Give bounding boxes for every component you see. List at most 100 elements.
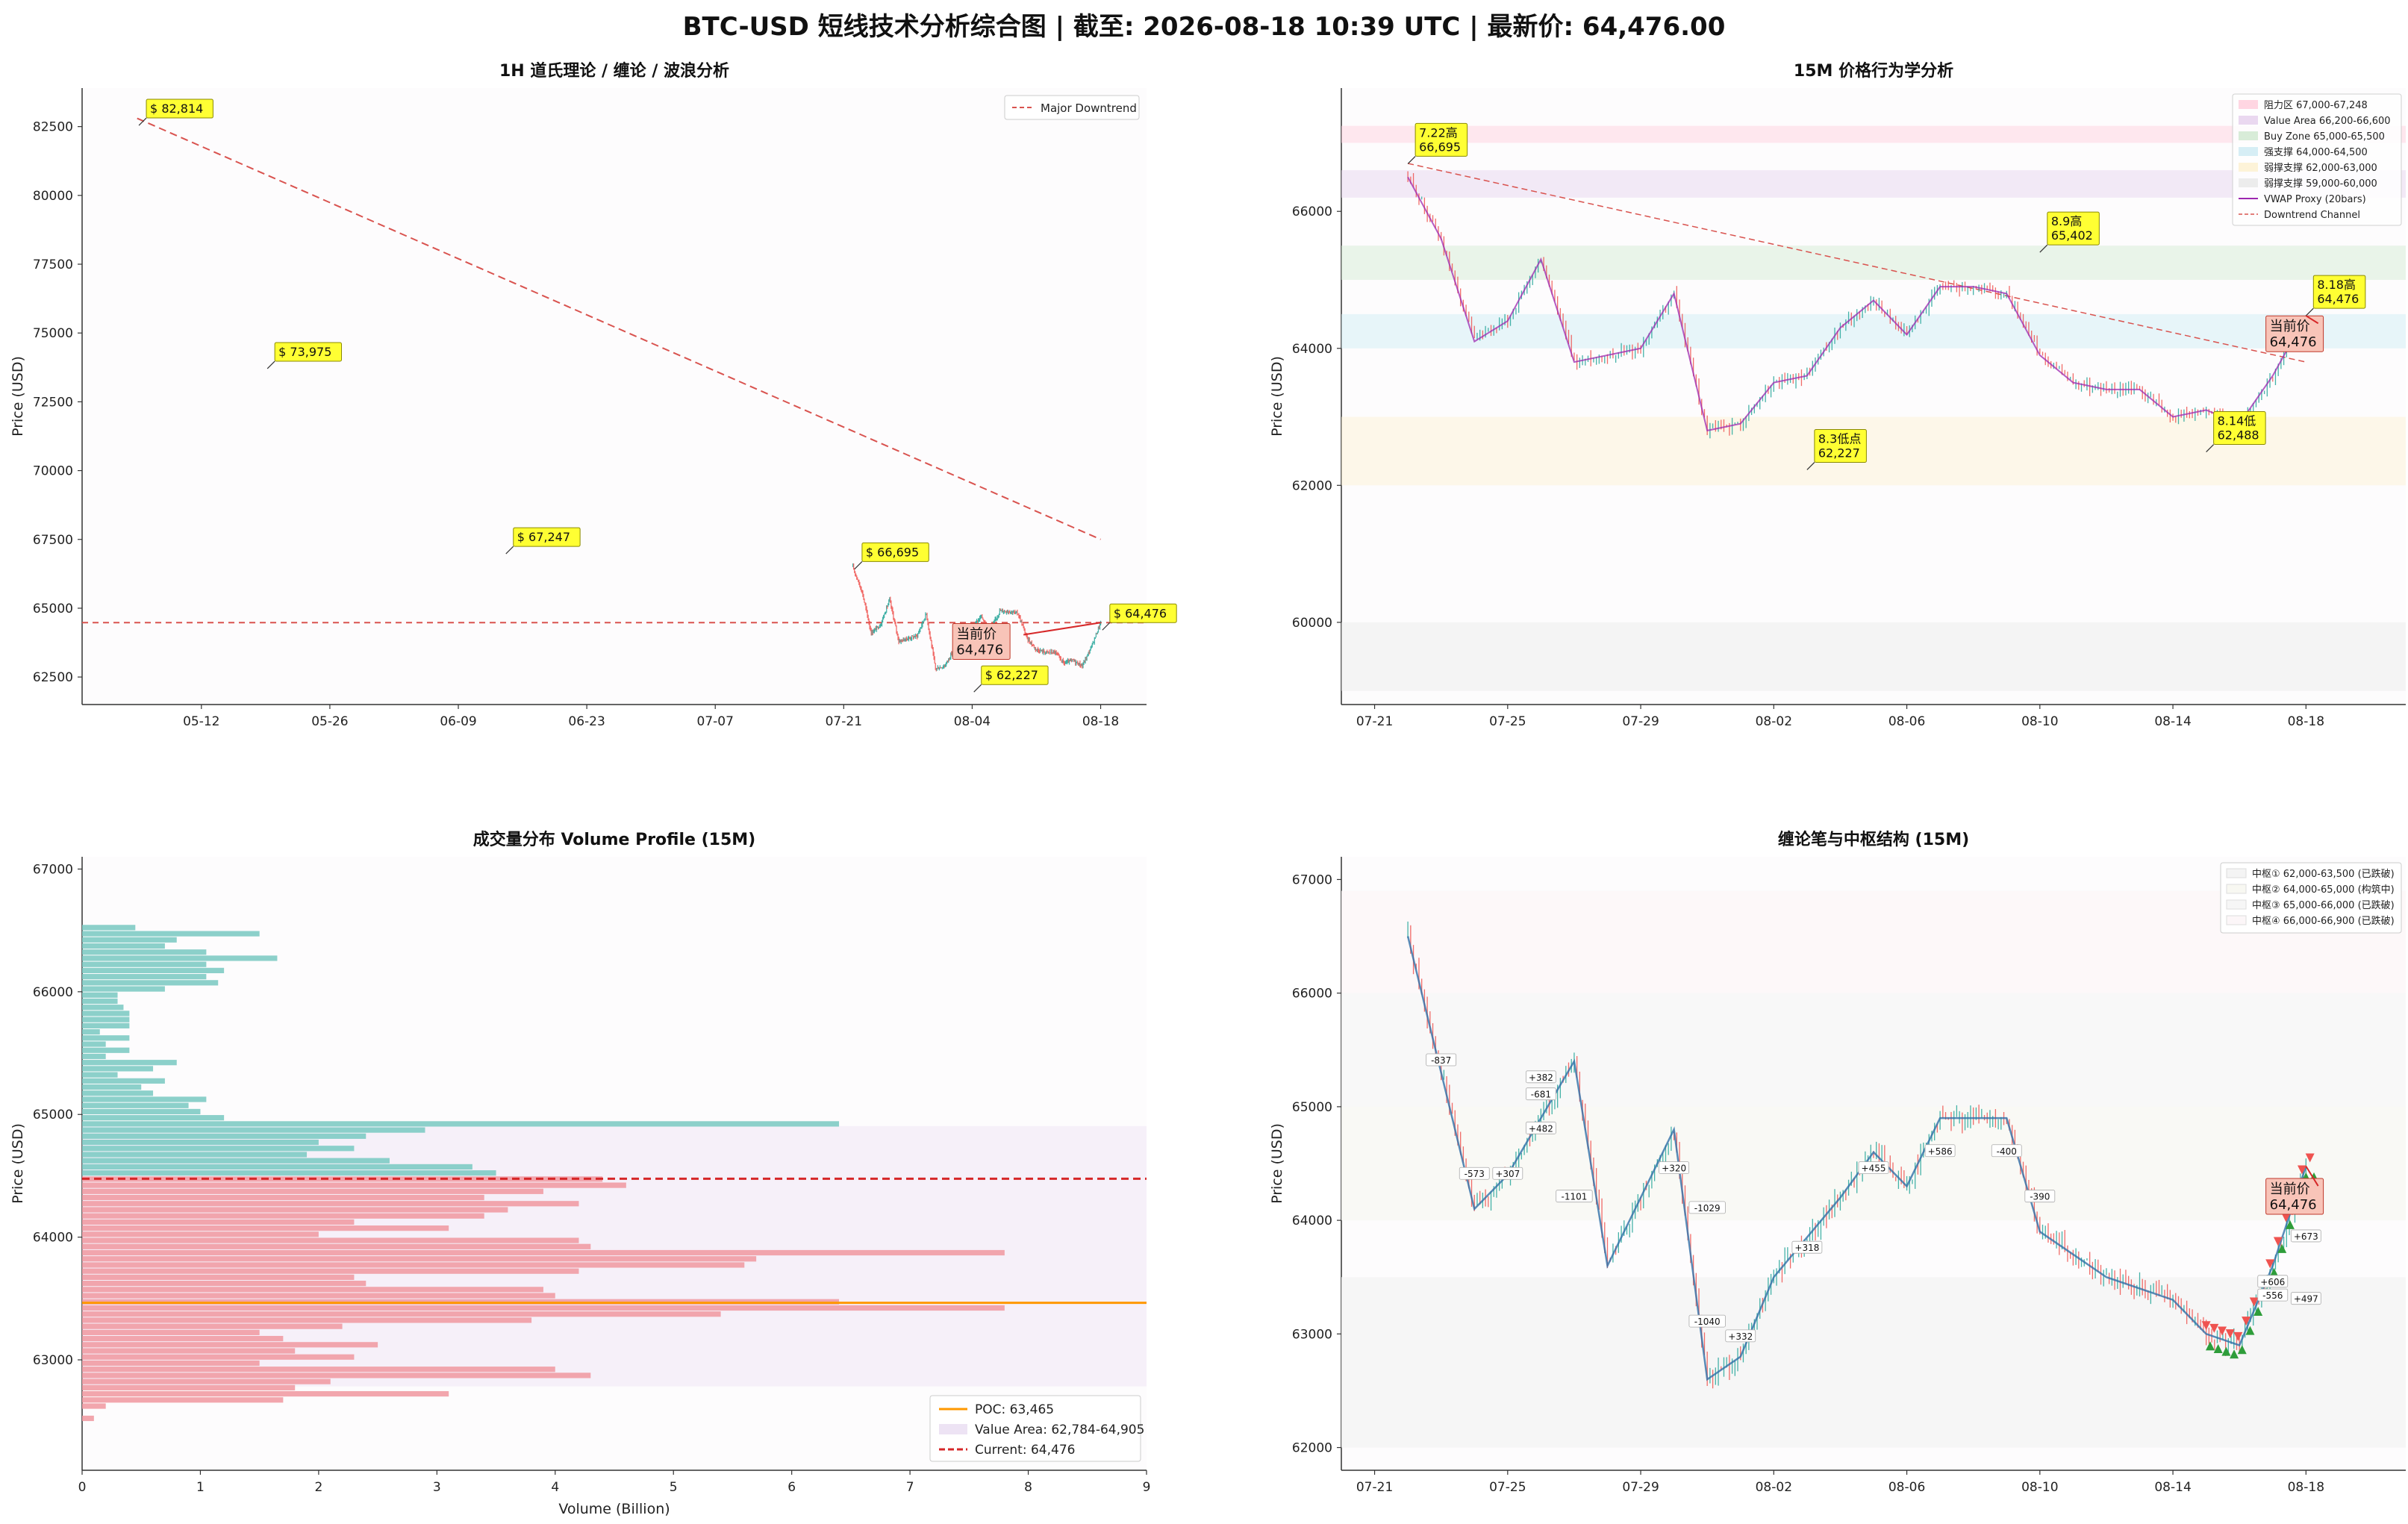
volume-bar	[82, 1035, 130, 1041]
volume-bar	[82, 1207, 508, 1213]
x-tick-label: 4	[551, 1480, 559, 1495]
x-tick-label: 08-04	[954, 714, 991, 729]
bi-label: +497	[2294, 1294, 2318, 1305]
legend-label: Downtrend Channel	[2264, 210, 2360, 221]
volume-bar	[82, 1078, 165, 1084]
legend-frame	[929, 1395, 1141, 1462]
bi-label: +455	[1862, 1164, 1886, 1174]
price-annotation: $ 82,814	[146, 99, 213, 119]
volume-bar	[82, 1022, 130, 1028]
buy-marker	[2269, 1267, 2279, 1277]
legend-label: 中枢③ 65,000-66,000 (已跌破)	[2252, 899, 2395, 911]
volume-bar	[82, 1354, 355, 1360]
swing-annotation-text: 65,402	[2051, 228, 2093, 243]
price-annotation-box	[861, 542, 929, 562]
y-tick-label: 62000	[1292, 478, 1332, 493]
volume-bar	[82, 1028, 100, 1035]
bi-label-box	[1858, 1161, 1889, 1175]
buy-marker	[2277, 1243, 2287, 1253]
legend-label: 中枢④ 66,000-66,900 (已跌破)	[2252, 915, 2395, 927]
bi-label: +320	[1662, 1164, 1686, 1174]
legend: 中枢① 62,000-63,500 (已跌破) 中枢② 64,000-65,000…	[2220, 862, 2402, 934]
volume-bar	[82, 1047, 130, 1053]
sell-marker	[2249, 1297, 2259, 1307]
subplot-title: 15M 价格行为学分析	[1794, 61, 1953, 81]
current-price-arrow	[2305, 1166, 2319, 1187]
x-tick-label: 07-25	[1489, 714, 1526, 729]
volume-bar	[82, 955, 278, 961]
annotation-arrow	[138, 117, 147, 126]
support-resistance-zone	[1341, 170, 2406, 198]
volume-bar	[82, 1146, 355, 1152]
swing-annotation-text: 7.22高	[1419, 125, 1458, 140]
major-downtrend-line	[137, 117, 1101, 540]
y-tick-label: 63000	[1292, 1327, 1332, 1342]
subplot-title: 缠论笔与中枢结构 (15M)	[1778, 830, 1969, 849]
bi-label: -556	[2262, 1290, 2283, 1301]
bi-label-box	[2290, 1229, 2321, 1243]
x-tick-label: 08-14	[2154, 1480, 2191, 1495]
volume-bar	[82, 1243, 591, 1249]
subplot-title: 1H 道氏理论 / 缠论 / 波浪分析	[499, 61, 729, 81]
volume-bar	[82, 1108, 201, 1115]
volume-bar	[82, 1133, 366, 1139]
volume-bar	[82, 986, 165, 992]
support-resistance-zone	[1341, 125, 2406, 143]
bi-label-box	[2024, 1190, 2056, 1203]
annotation-arrow	[2039, 244, 2048, 253]
volume-bar	[82, 1287, 543, 1293]
swing-annotation-text: 66,695	[1419, 140, 1461, 154]
y-tick-label: 70000	[33, 464, 73, 479]
bi-label-box	[1525, 1070, 1556, 1084]
current-price-callout-text: 64,476	[2270, 334, 2317, 350]
y-tick-label: 66000	[1292, 204, 1332, 219]
x-tick-label: 08-02	[1756, 714, 1792, 729]
y-tick-label: 62500	[33, 670, 73, 685]
bi-label-box	[2257, 1288, 2289, 1302]
volume-bar	[82, 925, 136, 931]
x-tick-label: 8	[1024, 1480, 1032, 1495]
annotation-arrow	[2206, 444, 2215, 452]
buy-marker	[2285, 1219, 2295, 1229]
x-tick-label: 08-18	[1082, 714, 1119, 729]
volume-bar	[82, 1011, 130, 1016]
legend: Major Downtrend	[1004, 95, 1140, 120]
x-tick-label: 06-09	[440, 714, 476, 729]
price-annotation-text: $ 64,476	[1114, 606, 1167, 620]
price-annotation: $ 62,227	[981, 665, 1049, 685]
swing-annotation-box	[1814, 428, 1867, 463]
volume-bar	[82, 961, 207, 967]
volume-bar	[82, 1281, 366, 1287]
legend: POC: 63,465 Value Area: 62,784-64,905 Curr…	[929, 1395, 1144, 1462]
x-tick-label: 2	[314, 1480, 322, 1495]
volume-bar	[82, 1127, 425, 1133]
volume-bar	[82, 1397, 284, 1403]
price-annotation-text: $ 73,975	[278, 345, 331, 359]
legend: 阻力区 67,000-67,248 Value Area 66,200-66,60…	[2232, 93, 2402, 226]
zhongshu-zone	[1341, 1277, 2406, 1448]
volume-bar	[82, 1201, 579, 1207]
bi-label: -837	[1431, 1055, 1451, 1066]
y-tick-label: 67000	[33, 862, 73, 877]
legend-swatch	[2239, 100, 2258, 109]
current-price-callout-text: 64,476	[956, 643, 1003, 658]
bi-label-box	[2257, 1275, 2289, 1288]
current-price-callout-box	[2265, 315, 2324, 352]
current-price-callout-text: 64,476	[2270, 1197, 2317, 1213]
volume-bar	[82, 1194, 484, 1201]
bi-label: +318	[1794, 1243, 1819, 1253]
bi-label: -1029	[1694, 1203, 1721, 1214]
volume-bar	[82, 931, 260, 937]
bi-label-box	[2290, 1292, 2321, 1305]
bi-label-box	[1688, 1314, 1726, 1328]
x-tick-label: 08-02	[1756, 1480, 1792, 1495]
subplot-p1: 1H 道氏理论 / 缠论 / 波浪分析 62500 65000 67500 70000 7…	[10, 61, 1177, 729]
subplot-p2: 15M 价格行为学分析 60000 62000 64000 66000 07-21 07-2…	[1269, 61, 2406, 729]
current-price-arrow	[1023, 622, 1101, 636]
y-tick-label: 82500	[33, 120, 73, 135]
volume-bar	[82, 937, 177, 943]
volume-bar	[82, 1164, 472, 1170]
